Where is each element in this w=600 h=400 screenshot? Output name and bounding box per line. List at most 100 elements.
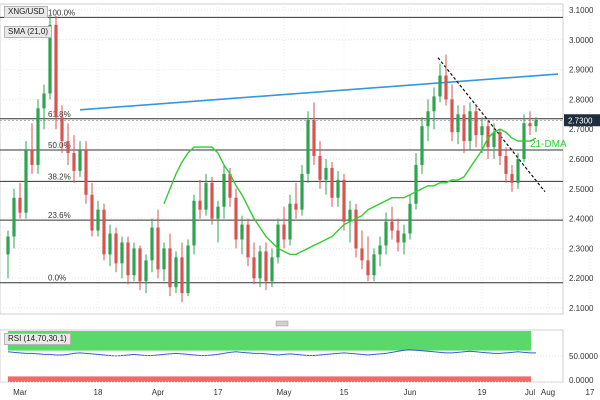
candle-body <box>408 203 412 234</box>
rsi-tick-label: 50.0000 <box>569 352 598 361</box>
candle-body <box>156 227 160 270</box>
rsi-line <box>7 349 536 357</box>
candle-body <box>372 254 376 276</box>
candle-body <box>258 251 262 279</box>
candle-body <box>474 111 478 136</box>
candle-body <box>354 209 358 249</box>
candle-body <box>510 173 514 183</box>
candle-body <box>144 260 148 282</box>
candle-body <box>438 75 442 97</box>
sma-21-line <box>163 128 537 256</box>
time-tick-label: Mar <box>13 388 27 397</box>
candle-body <box>138 248 142 282</box>
candle-body <box>72 153 76 171</box>
candle-body <box>384 221 388 246</box>
fib-level-label: 38.2% <box>48 172 71 181</box>
candle-body <box>462 114 466 142</box>
candle-body <box>420 126 424 165</box>
fib-level-label: 61.8% <box>48 110 71 119</box>
candle-body <box>348 209 352 222</box>
last-price-label: 2.7300 <box>568 116 593 125</box>
candle-body <box>42 93 46 109</box>
overlays: 21-DMA 2.7300 <box>0 114 600 327</box>
price-tick-label: 3.0000 <box>569 36 594 45</box>
sma-annotation: 21-DMA <box>530 139 567 150</box>
candle-body <box>456 114 460 133</box>
candle-body <box>504 156 508 174</box>
candle-body <box>30 150 34 165</box>
candle-body <box>84 150 88 195</box>
candle-body <box>516 159 520 183</box>
candle-body <box>366 260 370 276</box>
candle-body <box>150 227 154 261</box>
candle-body <box>48 24 52 94</box>
candle-body <box>402 233 406 243</box>
candle-body <box>264 251 268 282</box>
price-tick-label: 2.3000 <box>569 244 594 253</box>
candle-body <box>54 24 58 118</box>
candle-body <box>216 206 220 219</box>
candle-body <box>204 182 208 210</box>
candle-body <box>486 126 490 148</box>
candle-body <box>390 221 394 231</box>
candle-body <box>294 203 298 210</box>
candle-body <box>222 173 226 207</box>
time-tick-label: Jul <box>525 388 535 397</box>
candle-body <box>324 167 328 180</box>
candle-body <box>534 120 538 127</box>
candle-body <box>24 150 28 213</box>
time-tick-label: Apr <box>152 388 165 397</box>
candle-body <box>336 179 340 198</box>
time-tick-label: Aug <box>541 388 555 397</box>
candlesticks <box>6 15 538 303</box>
time-tick-label: 15 <box>340 388 349 397</box>
candle-body <box>288 203 292 240</box>
candle-body <box>426 111 430 127</box>
time-tick-label: Jun <box>404 388 417 397</box>
candle-body <box>450 99 454 133</box>
main-grid <box>0 3 591 315</box>
candle-body <box>186 245 190 294</box>
candle-body <box>36 108 40 165</box>
candle-body <box>228 173 232 198</box>
candle-body <box>108 233 112 255</box>
candle-body <box>498 132 502 157</box>
price-tick-label: 2.2000 <box>569 274 594 283</box>
candle-body <box>444 75 448 100</box>
fib-level-label: 50.0% <box>48 141 71 150</box>
candle-body <box>132 248 136 276</box>
candle-body <box>114 233 118 264</box>
candle-body <box>174 257 178 288</box>
rsi-overbought-zone <box>8 331 531 351</box>
candle-body <box>378 245 382 255</box>
candle-body <box>126 242 130 276</box>
candle-body <box>276 224 280 258</box>
price-tick-label: 2.1000 <box>569 304 594 313</box>
candle-body <box>270 257 274 282</box>
candle-body <box>12 197 16 237</box>
rsi-panel: 0.0000 50.0000 <box>0 329 598 385</box>
candle-body <box>162 248 166 270</box>
price-tick-label: 2.5000 <box>569 185 594 194</box>
panel-resize-handle <box>275 320 289 327</box>
candle-body <box>66 141 70 154</box>
fib-level-label: 23.6% <box>48 211 71 220</box>
trendlines <box>79 57 559 193</box>
candle-body <box>396 230 400 243</box>
price-tick-label: 2.4000 <box>569 215 594 224</box>
candle-body <box>318 156 322 180</box>
time-tick-label: May <box>276 388 291 397</box>
candle-body <box>330 167 334 198</box>
rsi-indicator-label: RSI (14,70,30,1) <box>4 333 71 345</box>
candle-body <box>282 224 286 240</box>
time-tick-label: 17 <box>214 388 223 397</box>
resistance-trendline <box>79 73 559 111</box>
candle-body <box>300 173 304 210</box>
fib-level-label: 0.0% <box>48 274 66 283</box>
candle-body <box>492 132 496 148</box>
price-axis: 2.1000 2.2000 2.3000 2.4000 2.5000 2.6000 2.70… <box>569 6 594 313</box>
candle-body <box>78 150 82 171</box>
sma-line <box>163 128 537 256</box>
